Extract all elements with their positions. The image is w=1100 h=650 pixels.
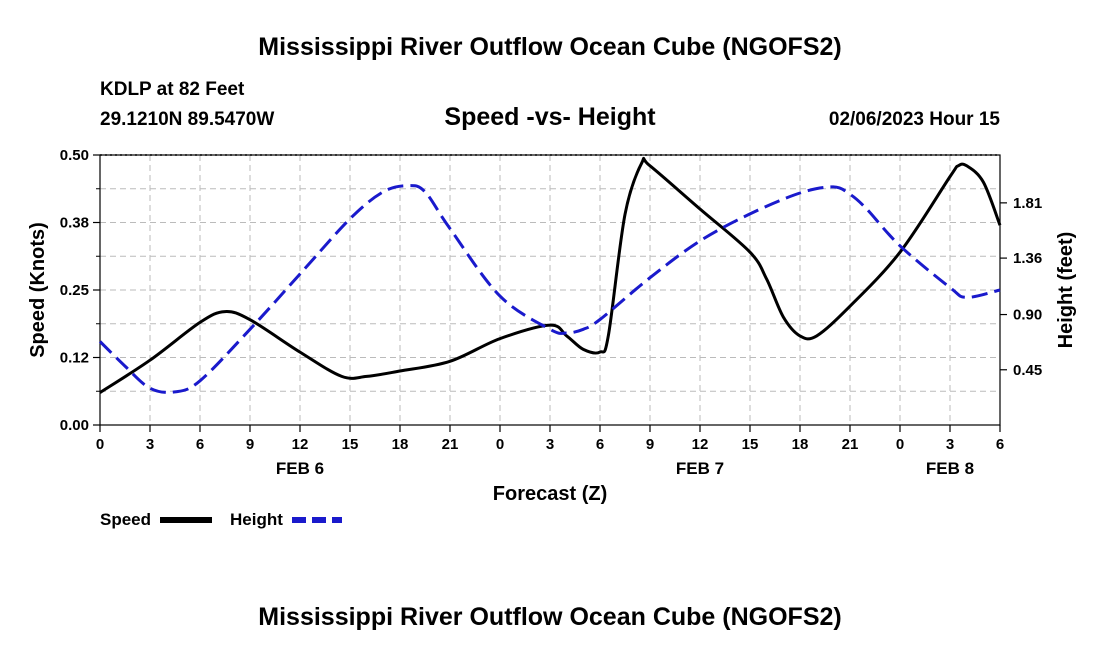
station-coords: 29.1210N 89.5470W <box>100 109 274 130</box>
height-series-line <box>98 184 1001 394</box>
y-tick-label: 0.12 <box>60 350 89 367</box>
x-tick-label: 0 <box>96 436 104 453</box>
x-tick-label: 3 <box>546 436 554 453</box>
page-title: Mississippi River Outflow Ocean Cube (NG… <box>258 33 841 61</box>
x-tick-label: 9 <box>646 436 654 453</box>
series-layer <box>98 156 1002 394</box>
x-tick-label: 6 <box>996 436 1004 453</box>
y2-axis-label: Height (feet) <box>1055 232 1077 349</box>
x-tick-label: 12 <box>292 436 309 453</box>
station-name: KDLP at 82 Feet <box>100 79 245 100</box>
x-tick-label: 18 <box>792 436 809 453</box>
x-tick-label: 3 <box>946 436 954 453</box>
x-tick-label: 21 <box>442 436 459 453</box>
chart-title: Speed -vs- Height <box>444 103 656 131</box>
x-tick-label: 18 <box>392 436 409 453</box>
x-axis-label: Forecast (Z) <box>493 483 607 505</box>
footer-title: Mississippi River Outflow Ocean Cube (NG… <box>258 603 841 631</box>
legend: Speed Height <box>100 510 342 529</box>
y2-tick-label: 0.45 <box>1013 362 1042 379</box>
y-tick-label: 0.38 <box>60 215 89 232</box>
axis-ticks: 0 3 6 9 12 15 18 21 0 3 6 9 12 15 18 21 0 3 6 0.00 0.12 0.25 0… <box>60 147 1042 478</box>
x-tick-label: 3 <box>146 436 154 453</box>
legend-speed-label: Speed <box>100 510 151 529</box>
x-tick-label: 12 <box>692 436 709 453</box>
y-axis-label: Speed (Knots) <box>27 222 49 358</box>
x-tick-label: 6 <box>196 436 204 453</box>
speed-series-line <box>99 156 1002 394</box>
x-tick-label: 0 <box>496 436 504 453</box>
y2-tick-label: 1.81 <box>1013 195 1042 212</box>
y2-tick-label: 0.90 <box>1013 307 1042 324</box>
legend-height-label: Height <box>230 510 283 529</box>
x-day-label: FEB 7 <box>676 459 724 478</box>
y2-tick-label: 1.36 <box>1013 250 1042 267</box>
x-tick-label: 6 <box>596 436 604 453</box>
x-day-label: FEB 8 <box>926 459 974 478</box>
x-tick-label: 15 <box>342 436 359 453</box>
y-tick-label: 0.00 <box>60 417 89 434</box>
y-tick-label: 0.25 <box>60 282 89 299</box>
x-tick-label: 0 <box>896 436 904 453</box>
x-tick-label: 21 <box>842 436 859 453</box>
x-tick-label: 15 <box>742 436 759 453</box>
y-tick-label: 0.50 <box>60 147 89 164</box>
x-tick-label: 9 <box>246 436 254 453</box>
x-day-label: FEB 6 <box>276 459 324 478</box>
run-date: 02/06/2023 Hour 15 <box>829 109 1001 130</box>
